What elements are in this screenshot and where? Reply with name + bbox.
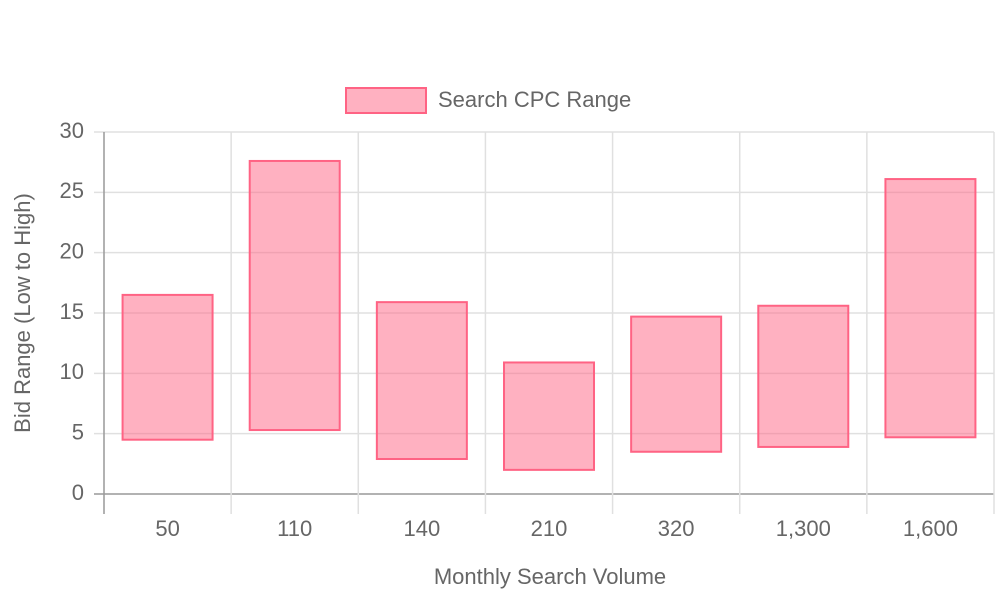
bar [757, 304, 850, 448]
bar [248, 159, 341, 432]
y-tick-label: 30 [60, 118, 84, 143]
x-tick-label: 1,600 [903, 516, 958, 541]
bar [884, 178, 977, 439]
y-tick-label: 0 [72, 480, 84, 505]
y-tick-label: 15 [60, 299, 84, 324]
bar [375, 301, 468, 461]
y-tick-label: 10 [60, 359, 84, 384]
bar [503, 361, 595, 471]
x-tick-label: 110 [277, 516, 312, 541]
bar [121, 293, 214, 441]
x-axis-title: Monthly Search Volume [434, 564, 666, 589]
legend-label: Search CPC Range [438, 87, 631, 112]
legend-swatch [345, 87, 427, 114]
y-tick-label: 5 [72, 419, 84, 444]
x-tick-label: 210 [531, 516, 568, 541]
x-tick-label: 50 [155, 516, 179, 541]
x-tick-label: 140 [403, 516, 440, 541]
y-axis-title: Bid Range (Low to High) [10, 193, 35, 433]
bar [630, 315, 723, 453]
y-tick-label: 25 [60, 178, 84, 203]
x-tick-label: 320 [658, 516, 695, 541]
y-tick-label: 20 [60, 238, 84, 263]
x-tick-label: 1,300 [776, 516, 831, 541]
